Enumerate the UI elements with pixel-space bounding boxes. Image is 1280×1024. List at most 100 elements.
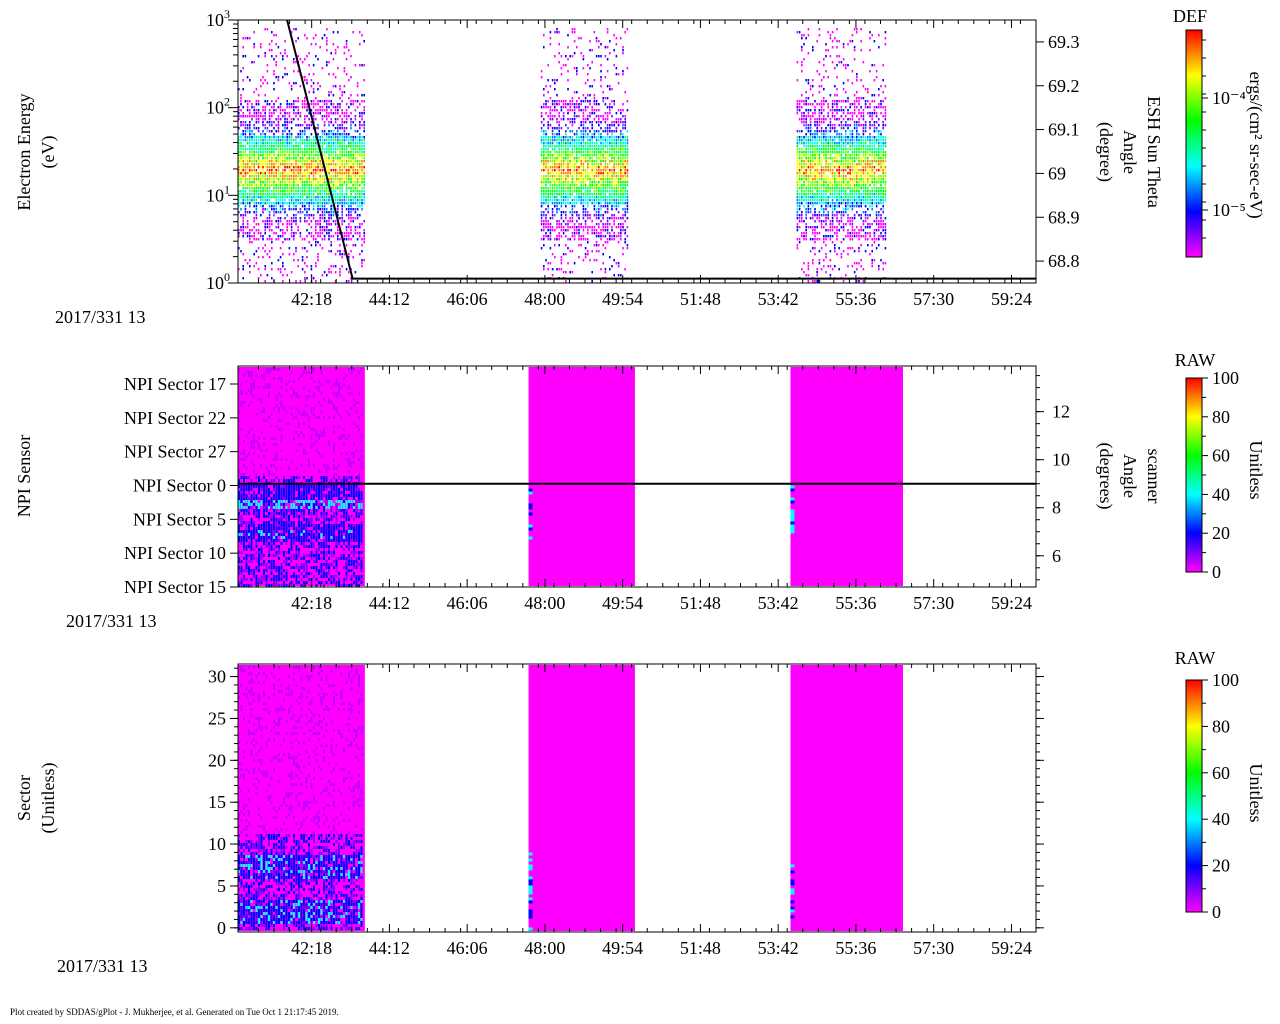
data-block	[790, 665, 903, 931]
colorbar-tick-label: 100	[1212, 670, 1239, 690]
panel-2-right-axis: 6 8 10 12	[1036, 375, 1070, 581]
colorbar-gradient	[1185, 679, 1203, 913]
colorbar-title: RAW	[1175, 350, 1216, 370]
colorbar-title: RAW	[1175, 648, 1216, 668]
y-tick-label: 20	[208, 750, 226, 770]
x-tick-label: 49:54	[602, 938, 643, 958]
panel-3-y-axis: 0 5 10 15 20 25 30	[208, 667, 1044, 938]
y-tick-label: 5	[217, 876, 226, 896]
time-axis-3: 42:18 44:12 46:06 48:00 49:54 51:48 53:42 55:36…	[57, 664, 1032, 976]
x-tick-label: 51:48	[680, 938, 721, 958]
y-tick-label: NPI Sector 27	[124, 442, 226, 462]
x-tick-label: 42:18	[291, 289, 332, 309]
x-tick-label: 46:06	[447, 593, 488, 613]
x-tick-label: 53:42	[758, 593, 799, 613]
time-axis-2: 42:18 44:12 46:06 48:00 49:54 51:48 53:42 55:36…	[66, 366, 1032, 631]
panel-1-frame	[237, 19, 1037, 284]
colorbar-tick-label: 60	[1212, 763, 1230, 783]
panel-3-blocks	[238, 665, 903, 931]
colorbar-label: Unitless	[1246, 763, 1266, 822]
right-tick-label: 10	[1052, 450, 1070, 470]
y-tick-label: 0	[217, 918, 226, 938]
colorbar-label: ergs/(cm² sr-sec-eV)	[1245, 71, 1266, 218]
panel-3-frame	[237, 663, 1037, 933]
panel-2-frame	[237, 365, 1037, 588]
colorbar-tick-label: 0	[1212, 562, 1221, 582]
data-block	[790, 367, 903, 586]
y-tick-label: NPI Sector 17	[124, 374, 226, 394]
x-tick-label: 53:42	[758, 938, 799, 958]
right-tick-label: 6	[1052, 546, 1061, 566]
right-tick-label: 12	[1052, 402, 1070, 422]
panel-2-ylabel: NPI Sensor	[14, 435, 34, 518]
x-tick-label: 42:18	[291, 938, 332, 958]
panel-2-y-axis: NPI Sector 17 NPI Sector 22 NPI Sector 27 N…	[124, 374, 238, 597]
panel-1-spectrogram	[238, 28, 887, 283]
right-tick-label: 68.8	[1048, 251, 1080, 271]
y-tick-label: 103	[206, 7, 230, 30]
panel-1-ylabel: Electron Energy (eV)	[14, 93, 59, 210]
colorbar-tick-label: 100	[1212, 368, 1239, 388]
panel-1-angle-line	[286, 19, 1036, 280]
colorbar-label: Unitless	[1246, 440, 1266, 499]
data-block	[528, 367, 635, 586]
colorbar-tick-label: 60	[1212, 446, 1230, 466]
y-tick-label: NPI Sector 0	[133, 476, 226, 496]
right-tick-label: 68.9	[1048, 207, 1080, 227]
colorbar-tick-label: 20	[1212, 856, 1230, 876]
panel-3-ylabel: Sector (Unitless)	[14, 763, 59, 834]
y-tick-label: 102	[206, 95, 230, 118]
panel-1-right-label: (degree) Angle ESH Sun Theta	[1095, 96, 1164, 208]
colorbar-tick-label: 10⁻⁵	[1212, 200, 1246, 220]
data-block	[528, 665, 635, 931]
x-tick-label: 49:54	[602, 289, 643, 309]
panel-1-right-axis: 68.8 68.9 69 69.1 69.2 69.3	[1036, 32, 1080, 271]
colorbar-tick-label: 40	[1212, 809, 1230, 829]
x-tick-label: 49:54	[602, 593, 643, 613]
y-tick-label: 15	[208, 792, 226, 812]
date-label: 2017/331 13	[66, 611, 157, 631]
x-tick-label: 53:42	[758, 289, 799, 309]
y-tick-label: 100	[206, 270, 230, 293]
colorbar-gradient	[1185, 377, 1203, 573]
footer-credit: Plot created by SDDAS/gPlot - J. Mukherj…	[10, 1007, 339, 1017]
right-tick-label: 69.1	[1048, 120, 1080, 140]
date-label: 2017/331 13	[55, 307, 146, 327]
x-tick-label: 57:30	[913, 289, 954, 309]
colorbar-tick-label: 40	[1212, 484, 1230, 504]
right-tick-label: 8	[1052, 498, 1061, 518]
x-tick-label: 51:48	[680, 289, 721, 309]
x-tick-label: 57:30	[913, 593, 954, 613]
right-tick-label: 69.2	[1048, 76, 1080, 96]
x-tick-label: 48:00	[524, 289, 565, 309]
x-tick-label: 46:06	[447, 938, 488, 958]
colorbar-tick-label: 80	[1212, 716, 1230, 736]
x-tick-label: 59:24	[991, 593, 1032, 613]
x-tick-label: 48:00	[524, 938, 565, 958]
colorbar-def: DEF 10⁻⁴ 10⁻⁵ ergs/(cm² sr-sec-eV)	[1173, 6, 1266, 258]
panel-2-blocks	[238, 367, 903, 587]
colorbar-tick-label: 20	[1212, 523, 1230, 543]
x-tick-label: 44:12	[369, 289, 410, 309]
date-label: 2017/331 13	[57, 956, 148, 976]
x-tick-label: 55:36	[835, 938, 876, 958]
right-tick-label: 69.3	[1048, 32, 1080, 52]
panel-1-y-axis: 100 101 102 103	[206, 7, 238, 293]
y-tick-label: 30	[208, 667, 226, 687]
colorbar-tick-label: 0	[1212, 902, 1221, 922]
x-tick-label: 59:24	[991, 938, 1032, 958]
x-tick-label: 48:00	[524, 593, 565, 613]
x-tick-label: 57:30	[913, 938, 954, 958]
y-tick-label: 101	[206, 182, 230, 205]
y-tick-label: NPI Sector 5	[133, 509, 226, 529]
colorbar-tick-label: 10⁻⁴	[1212, 88, 1246, 108]
y-tick-label: NPI Sector 10	[124, 543, 226, 563]
x-tick-label: 55:36	[835, 593, 876, 613]
x-tick-label: 42:18	[291, 593, 332, 613]
x-tick-label: 44:12	[369, 593, 410, 613]
panel-2-right-label: (degrees) Angle scanner	[1095, 443, 1164, 510]
colorbar-tick-label: 80	[1212, 407, 1230, 427]
